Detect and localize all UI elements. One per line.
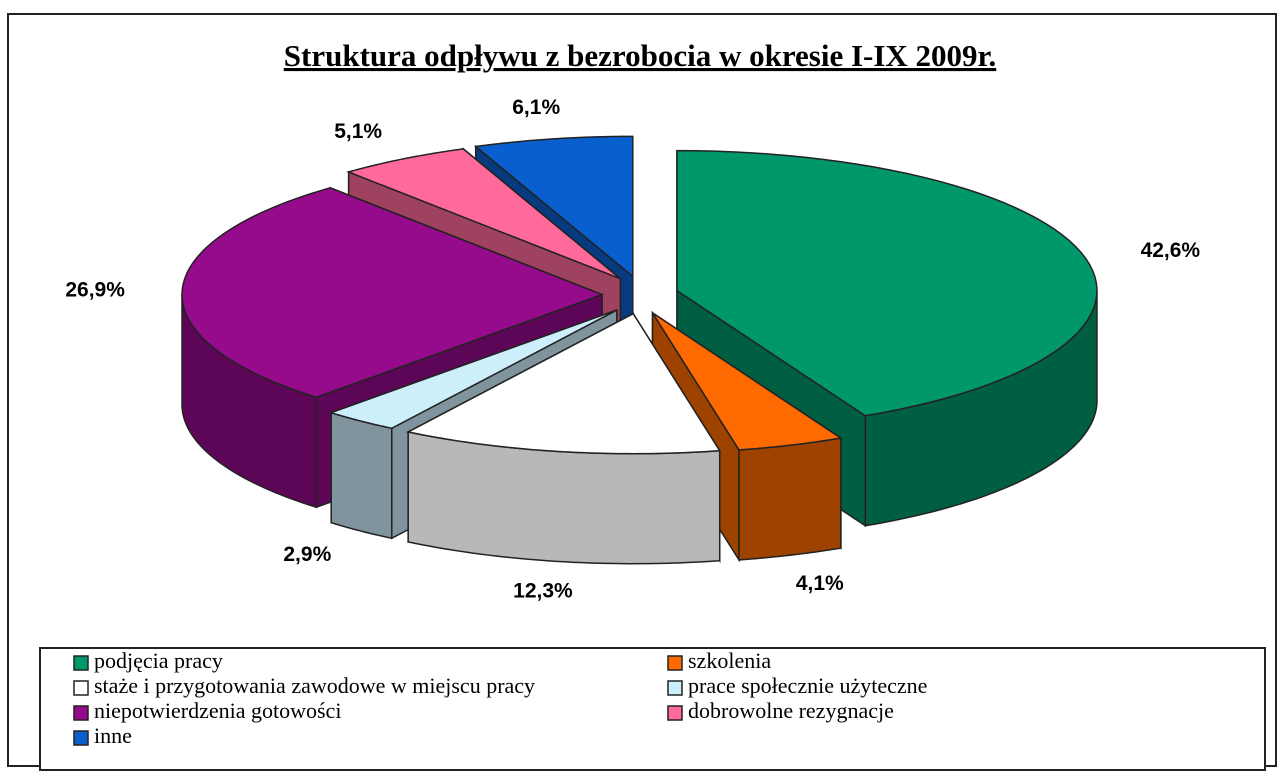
slice-wall xyxy=(330,411,393,540)
legend-label: inne xyxy=(94,723,132,748)
value-label: 42,6% xyxy=(1141,239,1201,262)
value-label: 26,9% xyxy=(65,278,125,301)
slice-top xyxy=(405,312,721,455)
value-label: 2,9% xyxy=(283,543,331,566)
slice-top xyxy=(473,135,634,278)
legend-label: staże i przygotowania zawodowe w miejscu… xyxy=(94,673,535,698)
slice-top xyxy=(676,149,1098,417)
legend-swatch xyxy=(667,655,683,671)
value-label: 6,1% xyxy=(512,96,560,119)
value-label: 12,3% xyxy=(513,580,573,603)
slice-wall xyxy=(738,437,842,561)
legend-swatch xyxy=(73,655,89,671)
legend-swatch xyxy=(667,705,683,721)
slice-top xyxy=(328,309,618,430)
slice xyxy=(405,311,721,565)
slice-top xyxy=(181,187,605,399)
value-label: 5,1% xyxy=(334,120,382,143)
legend-swatch xyxy=(73,705,89,721)
legend-swatch xyxy=(667,680,683,696)
legend-swatch xyxy=(73,680,89,696)
legend-label: niepotwierdzenia gotowości xyxy=(94,698,341,723)
legend-label: podjęcia pracy xyxy=(94,648,223,673)
slice-top xyxy=(346,148,621,280)
legend-label: szkolenia xyxy=(688,648,771,673)
legend-label: prace społecznie użyteczne xyxy=(688,673,927,698)
chart-title: Struktura odpływu z bezrobocia w okresie… xyxy=(284,38,996,73)
legend-label: dobrowolne rezygnacje xyxy=(688,698,894,723)
slice-top xyxy=(651,312,843,451)
legend-swatch xyxy=(73,730,89,746)
value-label: 4,1% xyxy=(796,572,844,595)
legend-box xyxy=(39,647,1266,771)
